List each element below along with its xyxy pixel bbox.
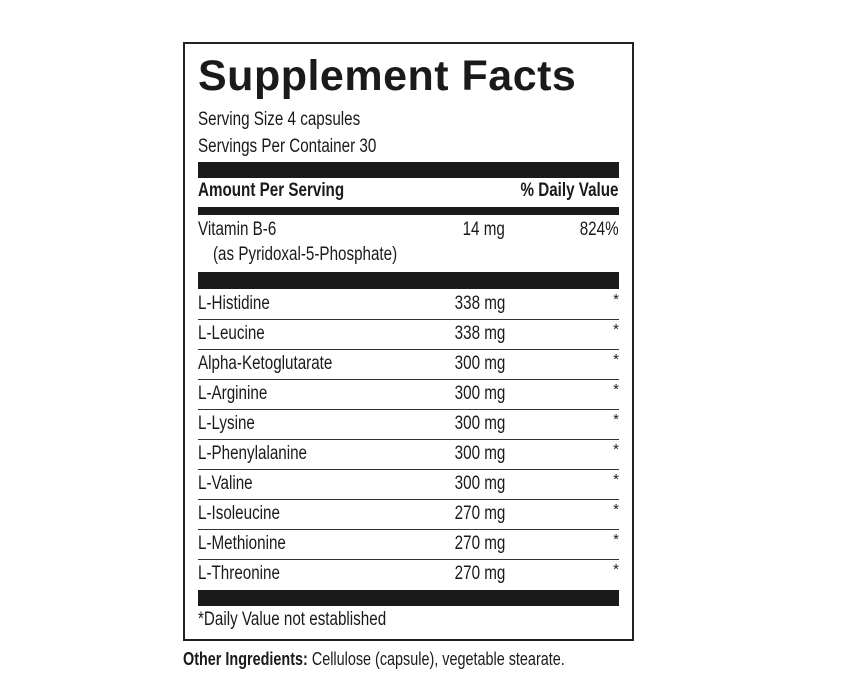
supplement-facts-panel: Supplement Facts Serving Size 4 capsules… bbox=[183, 42, 634, 641]
ingredient-name: L-Methionine bbox=[198, 533, 286, 554]
divider-bar bbox=[198, 162, 619, 178]
footnote: *Daily Value not established bbox=[198, 609, 387, 630]
ingredient-name: L-Histidine bbox=[198, 293, 270, 314]
ingredient-row: L-Valine 300 mg * bbox=[198, 470, 619, 500]
ingredient-amount: 300 mg bbox=[454, 353, 505, 374]
daily-value-header: % Daily Value bbox=[520, 180, 619, 201]
ingredient-dv: * bbox=[613, 441, 619, 458]
ingredient-row: L-Threonine 270 mg * bbox=[198, 560, 619, 590]
ingredient-row: L-Leucine 338 mg * bbox=[198, 320, 619, 350]
ingredient-row: L-Isoleucine 270 mg * bbox=[198, 500, 619, 530]
ingredient-amount: 270 mg bbox=[454, 563, 505, 584]
servings-per-container: Servings Per Container 30 bbox=[198, 136, 377, 157]
ingredient-name: L-Valine bbox=[198, 473, 253, 494]
ingredient-dv: * bbox=[613, 471, 619, 488]
ingredient-name: L-Leucine bbox=[198, 323, 265, 344]
ingredient-amount: 270 mg bbox=[454, 533, 505, 554]
ingredient-name: L-Isoleucine bbox=[198, 503, 280, 524]
serving-size: Serving Size 4 capsules bbox=[198, 109, 361, 130]
panel-title: Supplement Facts bbox=[198, 52, 577, 100]
vitamin-dv: 824% bbox=[580, 219, 619, 240]
ingredient-dv: * bbox=[613, 501, 619, 518]
ingredient-dv: * bbox=[613, 561, 619, 578]
ingredient-dv: * bbox=[613, 291, 619, 308]
ingredient-name: L-Lysine bbox=[198, 413, 255, 434]
ingredient-name: L-Arginine bbox=[198, 383, 268, 404]
ingredient-amount: 338 mg bbox=[454, 323, 505, 344]
ingredient-amount: 300 mg bbox=[454, 473, 505, 494]
ingredient-name: L-Threonine bbox=[198, 563, 280, 584]
ingredient-row: L-Phenylalanine 300 mg * bbox=[198, 440, 619, 470]
ingredient-row: L-Lysine 300 mg * bbox=[198, 410, 619, 440]
ingredient-amount: 300 mg bbox=[454, 443, 505, 464]
vitamin-amount: 14 mg bbox=[462, 219, 505, 240]
divider-bar bbox=[198, 207, 619, 215]
ingredient-name: Alpha-Ketoglutarate bbox=[198, 353, 333, 374]
ingredient-row: L-Histidine 338 mg * bbox=[198, 290, 619, 320]
ingredient-dv: * bbox=[613, 321, 619, 338]
ingredient-amount: 300 mg bbox=[454, 413, 505, 434]
divider-bar bbox=[198, 272, 619, 289]
ingredient-amount: 338 mg bbox=[454, 293, 505, 314]
vitamin-form: (as Pyridoxal-5-Phosphate) bbox=[213, 244, 398, 265]
ingredient-dv: * bbox=[613, 411, 619, 428]
ingredient-dv: * bbox=[613, 351, 619, 368]
ingredient-dv: * bbox=[613, 531, 619, 548]
ingredient-amount: 270 mg bbox=[454, 503, 505, 524]
ingredient-row: Alpha-Ketoglutarate 300 mg * bbox=[198, 350, 619, 380]
vitamin-name: Vitamin B-6 bbox=[198, 219, 277, 240]
ingredient-row: L-Methionine 270 mg * bbox=[198, 530, 619, 560]
ingredient-row: L-Arginine 300 mg * bbox=[198, 380, 619, 410]
amount-per-serving-header: Amount Per Serving bbox=[198, 180, 345, 201]
ingredient-dv: * bbox=[613, 381, 619, 398]
ingredient-amount: 300 mg bbox=[454, 383, 505, 404]
other-ingredients: Other Ingredients: Cellulose (capsule), … bbox=[183, 649, 565, 669]
divider-bar bbox=[198, 590, 619, 606]
ingredient-name: L-Phenylalanine bbox=[198, 443, 308, 464]
